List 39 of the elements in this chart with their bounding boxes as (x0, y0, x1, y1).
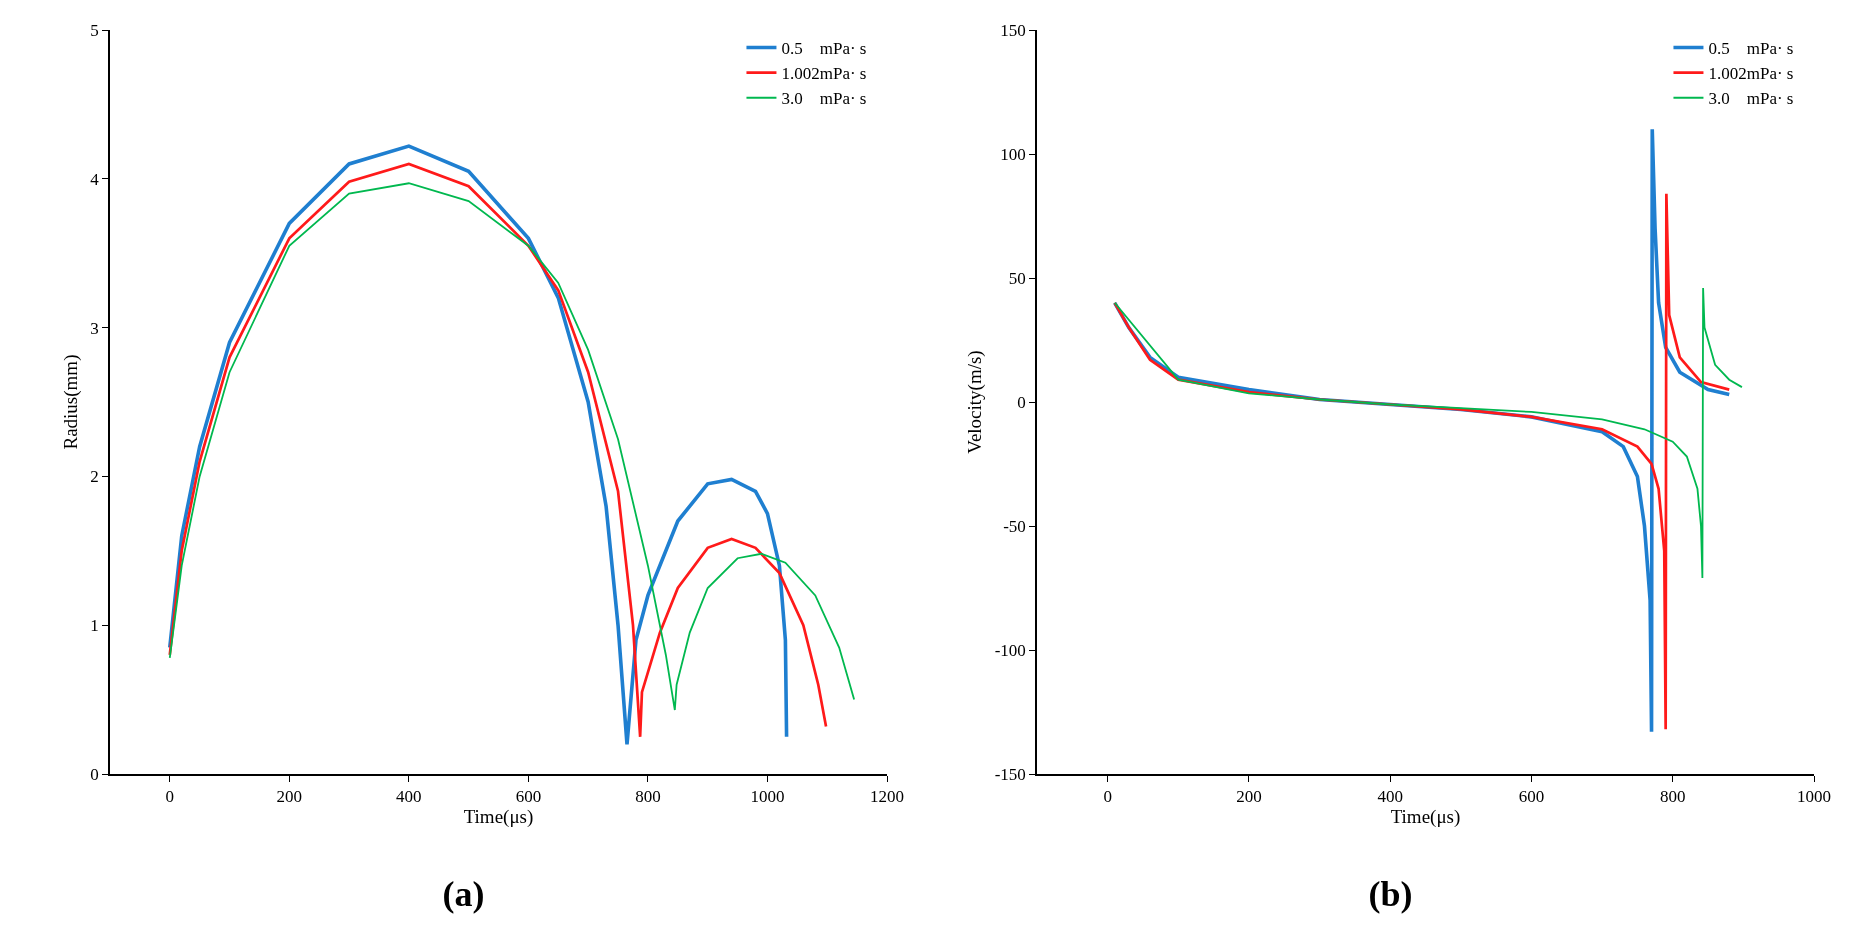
y-tick-label: 2 (90, 467, 99, 487)
y-axis-title: Velocity(m/s) (964, 350, 987, 454)
x-tick-label: 200 (1236, 787, 1262, 807)
y-tick-label: 3 (90, 318, 99, 338)
y-tick-label: 5 (90, 20, 99, 40)
y-tick-label: 0 (1017, 392, 1026, 412)
y-tick-label: 0 (90, 764, 99, 784)
line-series (1113, 287, 1743, 579)
x-tick-label: 600 (1518, 787, 1545, 807)
x-tick-label: 600 (515, 787, 542, 807)
x-axis-title: Time(μs) (463, 806, 534, 829)
x-tick-label: 400 (396, 787, 422, 807)
x-tick-label: 800 (635, 787, 661, 807)
y-tick-label: 4 (90, 169, 100, 189)
text: (a) (442, 874, 485, 915)
legend-label: 3.0 mPa· s (781, 89, 867, 109)
text: (b) (1368, 874, 1413, 915)
y-tick-label: 100 (1000, 144, 1026, 164)
y-tick-label: -50 (1003, 516, 1026, 536)
y-tick-label: 50 (1008, 268, 1026, 288)
legend-label: 0.5 mPa· s (781, 39, 867, 59)
y-axis-title: Radius(mm) (59, 354, 82, 450)
x-tick-label: 1000 (750, 787, 785, 807)
x-axis-title: Time(μs) (1390, 806, 1461, 829)
x-tick-label: 1200 (870, 787, 904, 807)
legend-label: 1.002mPa· s (781, 64, 867, 84)
x-tick-label: 800 (1659, 787, 1686, 807)
y-tick-label: -100 (994, 640, 1026, 660)
y-tick-label: -150 (994, 764, 1026, 784)
legend-label: 0.5 mPa· s (1708, 39, 1794, 59)
y-tick-label: 1 (90, 616, 99, 636)
y-tick-label: 150 (1000, 20, 1026, 40)
x-tick-label: 0 (1103, 787, 1112, 807)
legend-label: 1.002mPa· s (1708, 64, 1794, 84)
x-tick-label: 1000 (1797, 787, 1831, 807)
x-tick-label: 0 (165, 787, 175, 807)
x-tick-label: 400 (1377, 787, 1403, 807)
x-tick-label: 200 (276, 787, 303, 807)
legend-label: 3.0 mPa· s (1708, 89, 1794, 109)
